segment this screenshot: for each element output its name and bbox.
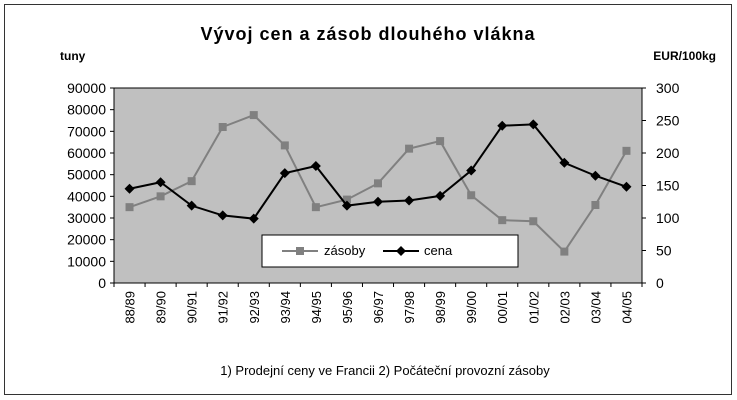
- x-tick-label: 91/92: [216, 291, 231, 324]
- data-point-cena: [497, 120, 508, 131]
- right-tick-label: 300: [656, 80, 680, 96]
- data-point-cena: [621, 181, 632, 192]
- legend: zásoby cena: [261, 234, 519, 268]
- data-point-zasoby: [311, 203, 320, 212]
- data-point-zasoby: [249, 111, 258, 120]
- legend-label-cena: cena: [424, 243, 453, 258]
- data-point-zasoby: [125, 203, 134, 212]
- right-tick-label: 250: [656, 113, 680, 129]
- data-point-cena: [373, 196, 383, 207]
- data-point-cena: [404, 195, 415, 206]
- data-point-cena: [590, 170, 601, 181]
- data-point-cena: [341, 200, 352, 211]
- x-tick-label: 92/93: [247, 291, 262, 324]
- x-tick-label: 00/01: [495, 291, 510, 324]
- left-tick-label: 20000: [67, 232, 106, 248]
- right-axis: 0 50 100 150 200 250 300: [642, 80, 680, 291]
- data-point-cena: [435, 190, 446, 201]
- data-point-cena: [186, 200, 197, 211]
- left-axis-label: tuny: [60, 49, 86, 63]
- left-tick-label: 60000: [67, 145, 106, 161]
- left-tick-label: 30000: [67, 210, 106, 226]
- x-tick-label: 93/94: [278, 291, 293, 324]
- data-point-zasoby: [436, 137, 445, 146]
- data-point-zasoby: [218, 123, 227, 131]
- left-tick-label: 0: [98, 275, 106, 291]
- x-tick-label: 88/89: [123, 291, 138, 324]
- left-axis: 0 10000 20000 30000 40000 50000 60000 70000 8000…: [67, 80, 114, 291]
- data-point-zasoby: [467, 191, 476, 200]
- data-point-cena: [310, 161, 321, 171]
- x-tick-label: 95/96: [340, 291, 355, 324]
- data-point-zasoby: [156, 192, 165, 201]
- data-point-zasoby: [342, 195, 351, 204]
- x-tick-label: 98/99: [433, 291, 448, 324]
- x-tick-label: 90/91: [185, 291, 200, 324]
- right-tick-label: 100: [656, 210, 680, 226]
- right-tick-label: 0: [656, 275, 664, 291]
- x-tick-label: 04/05: [619, 291, 634, 324]
- footnote: 1) Prodejní ceny ve Francii 2) Počáteční…: [220, 363, 550, 378]
- data-point-cena: [466, 165, 477, 176]
- legend-marker-zasoby: [296, 247, 304, 255]
- data-point-cena: [559, 157, 570, 168]
- data-point-zasoby: [591, 201, 600, 209]
- right-tick-label: 200: [656, 145, 680, 161]
- right-axis-label: EUR/100kg: [653, 49, 716, 63]
- data-point-zasoby: [560, 247, 569, 256]
- x-tick-label: 02/03: [557, 291, 572, 324]
- data-point-zasoby: [280, 141, 289, 150]
- data-point-zasoby: [622, 146, 631, 155]
- right-tick-label: 150: [656, 178, 680, 194]
- x-tick-label: 03/04: [588, 291, 603, 324]
- data-point-zasoby: [498, 216, 507, 225]
- x-tick-label: 89/90: [154, 291, 169, 324]
- data-point-zasoby: [405, 144, 414, 153]
- data-point-zasoby: [374, 179, 382, 188]
- x-tick-label: 94/95: [309, 291, 324, 324]
- x-tick-label: 99/00: [464, 291, 479, 324]
- legend-label-zasoby: zásoby: [324, 243, 366, 258]
- x-tick-label: 96/97: [371, 291, 386, 324]
- left-tick-label: 80000: [67, 102, 106, 118]
- data-point-zasoby: [187, 177, 196, 186]
- left-tick-label: 40000: [67, 188, 106, 204]
- x-axis: 88/89 89/90 90/91 91/92 92/93 93/94 94/95 95/96…: [113, 283, 643, 324]
- data-point-cena: [248, 213, 259, 224]
- left-tick-label: 90000: [67, 80, 106, 96]
- left-tick-label: 70000: [67, 123, 106, 139]
- data-point-cena: [155, 177, 166, 188]
- chart-title: Vývoj cen a zásob dlouhého vlákna: [200, 24, 535, 44]
- right-tick-label: 50: [656, 243, 672, 259]
- data-point-cena: [279, 168, 290, 179]
- series-layer: [124, 111, 632, 256]
- data-point-cena: [124, 183, 135, 194]
- left-tick-label: 10000: [67, 253, 106, 269]
- x-tick-label: 97/98: [402, 291, 417, 324]
- data-point-cena: [217, 210, 228, 221]
- legend-marker-cena: [396, 246, 406, 256]
- data-point-zasoby: [529, 217, 538, 226]
- left-tick-label: 50000: [67, 167, 106, 183]
- data-point-cena: [528, 119, 539, 130]
- x-tick-label: 01/02: [526, 291, 541, 324]
